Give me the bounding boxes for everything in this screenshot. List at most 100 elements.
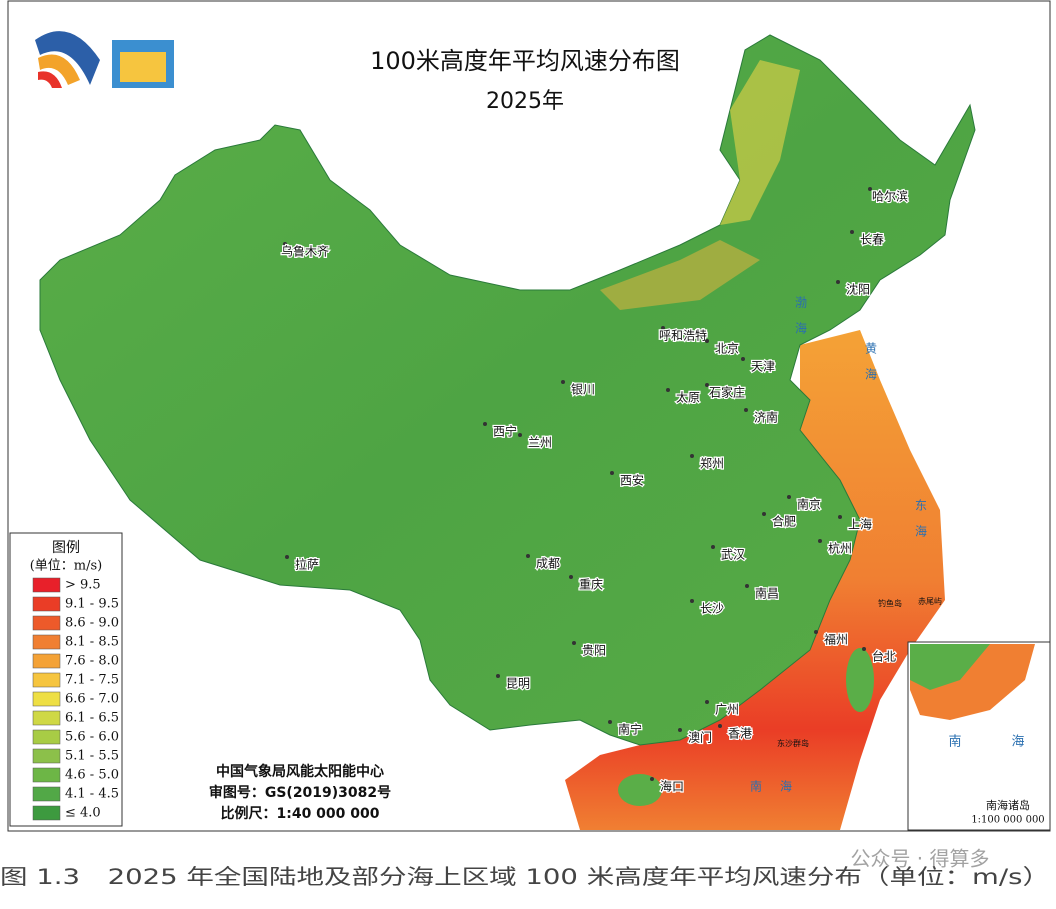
logo: [35, 31, 174, 88]
city-label: 澳门: [688, 730, 712, 745]
legend-label: 7.1 - 7.5: [65, 673, 119, 688]
city-dot: [836, 280, 840, 284]
city-label: 香港: [728, 727, 752, 741]
city-label: 南宁: [618, 722, 642, 737]
city-label: 广州: [715, 703, 739, 717]
legend-label: 4.6 - 5.0: [65, 768, 119, 783]
sea-label: 渤海: [794, 296, 808, 348]
city-label: 天津: [751, 360, 775, 374]
city-label: 南昌: [755, 586, 779, 601]
northeast-high-wind: [720, 60, 800, 225]
city-label: 昆明: [506, 677, 530, 691]
sea-label: 黄海: [864, 342, 878, 394]
legend-label: 5.1 - 5.5: [65, 749, 119, 764]
city-dot: [610, 471, 614, 475]
city-label: 杭州: [828, 541, 852, 556]
legend-label: ≤ 4.0: [65, 806, 101, 821]
city-dot: [283, 242, 287, 246]
city-dot: [838, 515, 842, 519]
city-dot: [569, 575, 573, 579]
city-dot: [285, 555, 289, 559]
legend-label: 7.6 - 8.0: [65, 654, 119, 669]
city-label: 哈尔滨: [872, 189, 908, 204]
legend-label: 5.6 - 6.0: [65, 730, 119, 745]
legend-swatch: [32, 634, 61, 650]
city-dot: [850, 230, 854, 234]
city-dot: [561, 380, 565, 384]
city-label: 长沙: [700, 602, 724, 616]
city-dot: [661, 326, 665, 330]
legend-swatch: [32, 710, 61, 726]
city-label: 海口: [660, 779, 684, 794]
legend-swatch: [32, 767, 61, 783]
city-label: 成都: [536, 557, 560, 571]
city-dot: [868, 187, 872, 191]
legend-label: 6.6 - 7.0: [65, 692, 119, 707]
city-label: 长春: [860, 233, 884, 247]
city-dot: [787, 495, 791, 499]
city-dot: [705, 700, 709, 704]
island-label: 东沙群岛: [777, 738, 809, 748]
legend-frame: [9, 532, 123, 827]
title: 100米高度年平均风速分布图: [370, 47, 680, 75]
city-dot: [572, 641, 576, 645]
island-label: 钓鱼岛: [878, 598, 902, 608]
legend-swatch: [32, 596, 61, 612]
legend-label: 8.1 - 8.5: [65, 635, 119, 650]
city-dot: [705, 339, 709, 343]
legend-swatch: [32, 691, 61, 707]
legend-label: 6.1 - 6.5: [65, 711, 119, 726]
city-label: 拉萨: [295, 557, 319, 572]
city-label: 沈阳: [846, 282, 870, 297]
city-dot: [518, 433, 522, 437]
inset-scale: 1:100 000 000: [971, 815, 1044, 826]
city-dot: [690, 454, 694, 458]
subtitle: 2025年: [486, 89, 564, 114]
city-label: 郑州: [700, 456, 724, 471]
city-dot: [705, 383, 709, 387]
city-label: 重庆: [579, 578, 603, 592]
sea-label: 东海: [914, 499, 928, 551]
legend-swatch: [32, 786, 61, 802]
city-dot: [608, 720, 612, 724]
city-label: 福州: [824, 632, 848, 647]
city-label: 西安: [620, 473, 644, 488]
city-dot: [666, 388, 670, 392]
city-label: 呼和浩特: [659, 328, 707, 343]
inset-sea: 海: [1011, 735, 1024, 750]
inset-sea: 南: [948, 734, 961, 750]
city-dot: [690, 599, 694, 603]
city-label: 济南: [754, 410, 778, 425]
watermark: 公众号 · 得算多: [850, 847, 989, 871]
legend-swatch: [32, 615, 61, 631]
city-label: 乌鲁木齐: [281, 244, 329, 259]
legend-swatch: [32, 729, 61, 745]
city-label: 石家庄: [709, 385, 745, 400]
island-label: 赤尾屿: [918, 597, 942, 606]
city-dot: [762, 512, 766, 516]
city-dot: [862, 647, 866, 651]
city-label: 合肥: [772, 514, 796, 529]
city-label: 上海: [848, 517, 872, 532]
offshore-wind-zone: [565, 330, 945, 830]
inner-mongolia-high-wind: [600, 240, 760, 310]
city-dot: [745, 584, 749, 588]
city-label: 西宁: [493, 424, 517, 439]
city-dot: [678, 728, 682, 732]
credit: 中国气象局风能太阳能中心: [216, 763, 384, 780]
legend-unit: (单位：m/s): [30, 559, 103, 574]
taiwan: [846, 648, 874, 712]
city-dot: [818, 539, 822, 543]
city-dot: [483, 422, 487, 426]
legend-label: 9.1 - 9.5: [65, 597, 119, 612]
city-dot: [711, 545, 715, 549]
legend-swatch: [32, 805, 61, 821]
sea-label: 南海: [750, 779, 810, 794]
hainan: [618, 774, 662, 806]
legend-swatch: [32, 672, 61, 688]
city-label: 武汉: [721, 548, 745, 562]
legend-label: > 9.5: [65, 578, 101, 593]
city-label: 台北: [872, 649, 896, 664]
legend-swatch: [32, 653, 61, 669]
